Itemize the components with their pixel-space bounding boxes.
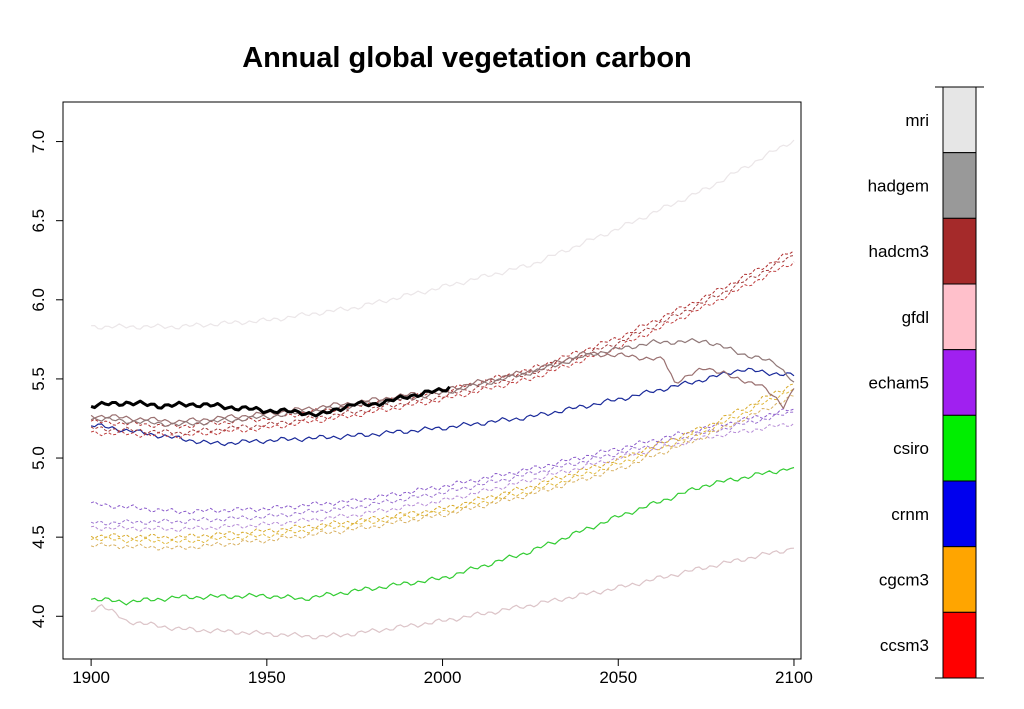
y-tick-label: 5.5 — [29, 367, 48, 391]
legend-swatch-mri — [942, 86, 977, 154]
legend-swatch-gfdl — [942, 283, 977, 351]
legend-swatch-csiro — [942, 414, 977, 482]
legend-swatch-hadgem — [942, 152, 977, 219]
legend-swatch-cgcm3 — [942, 546, 977, 613]
legend-swatch-crnm — [942, 480, 977, 548]
legend-label-cgcm3: cgcm3 — [879, 571, 929, 590]
series-line-hadcm3 — [90, 261, 795, 440]
y-tick-label: 4.0 — [29, 604, 48, 628]
series-line-mri — [91, 139, 795, 330]
series-line-hadcm3 — [90, 255, 795, 436]
y-tick-label: 7.0 — [29, 130, 48, 154]
y-tick-label: 6.0 — [29, 288, 48, 312]
series-line-crnm — [90, 367, 795, 447]
legend: mri hadgem hadcm3 gfdl echam5 csiro crnm cgcm3 c… — [868, 86, 984, 679]
x-tick-label: 1950 — [248, 668, 286, 687]
y-axis: 4.0 4.5 5.0 5.5 6.0 6.5 7.0 — [29, 130, 64, 628]
legend-label-ccsm3: ccsm3 — [880, 636, 929, 655]
legend-label-gfdl: gfdl — [902, 308, 929, 327]
legend-swatch-hadcm3 — [942, 217, 977, 285]
series-line-echam5 — [90, 411, 795, 526]
legend-swatch-echam5 — [942, 349, 977, 416]
series-line-echam5 — [91, 422, 795, 533]
series-line-hadgem — [90, 350, 795, 425]
legend-swatch-ccsm3 — [942, 611, 977, 679]
chart-title: Annual global vegetation carbon — [242, 42, 692, 74]
y-tick-label: 5.0 — [29, 446, 48, 470]
y-tick-label: 6.5 — [29, 209, 48, 233]
series-line-cgcm3 — [90, 383, 795, 541]
x-axis: 1900 1950 2000 2050 2100 — [72, 658, 813, 687]
x-tick-label: 2000 — [424, 668, 462, 687]
legend-label-csiro: csiro — [893, 439, 929, 458]
legend-label-mri: mri — [905, 111, 929, 130]
legend-label-crnm: crnm — [891, 505, 929, 524]
series-line-observed — [90, 385, 451, 418]
legend-label-hadgem: hadgem — [868, 177, 929, 196]
legend-label-hadcm3: hadcm3 — [869, 242, 929, 261]
y-tick-label: 4.5 — [29, 525, 48, 549]
series-line-gfdl — [91, 547, 795, 640]
series-layer — [90, 139, 795, 640]
series-line-csiro — [90, 466, 795, 606]
legend-label-echam5: echam5 — [869, 374, 929, 393]
x-tick-label: 2100 — [775, 668, 813, 687]
x-tick-label: 2050 — [599, 668, 637, 687]
plot-frame — [62, 101, 802, 660]
series-line-echam5 — [90, 408, 795, 515]
series-line-hadcm3 — [90, 250, 795, 429]
series-line-cgcm3 — [90, 394, 795, 551]
x-tick-label: 1900 — [72, 668, 110, 687]
series-line-cgcm3 — [90, 388, 795, 545]
